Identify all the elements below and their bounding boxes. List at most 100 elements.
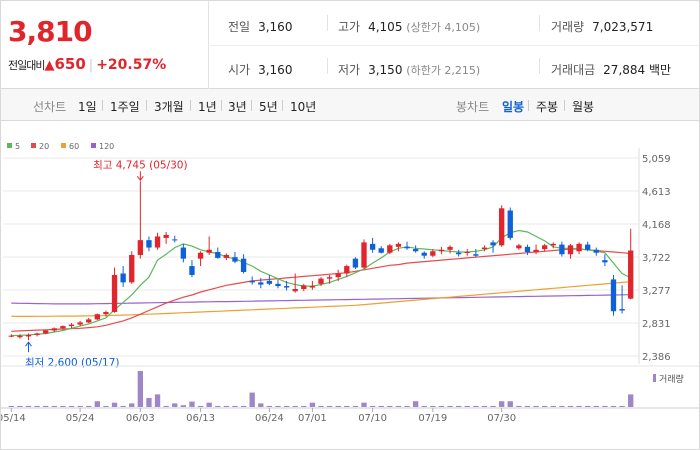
y-tick-label: 3,722 bbox=[642, 253, 671, 264]
x-tick-label: 06/13 bbox=[186, 413, 215, 424]
candle-body bbox=[292, 289, 298, 292]
period-monthly[interactable]: 월봉 bbox=[572, 100, 595, 114]
candle-body bbox=[567, 245, 574, 255]
candle-body bbox=[369, 243, 376, 250]
candle-body bbox=[619, 309, 625, 311]
high-annotation: 최고 4,745 (05/30) bbox=[93, 159, 188, 171]
candle-body bbox=[447, 246, 453, 250]
candle-body bbox=[498, 208, 505, 246]
candle-body bbox=[576, 243, 582, 252]
candle-body bbox=[387, 245, 393, 253]
volume-bar bbox=[507, 401, 513, 407]
period-1d[interactable]: 1일 bbox=[78, 100, 97, 114]
period-3m[interactable]: 3개월 bbox=[154, 100, 184, 114]
candle-body bbox=[455, 252, 462, 255]
candle-body bbox=[163, 234, 169, 238]
volume-bar bbox=[559, 405, 565, 407]
volume-bar bbox=[51, 405, 57, 407]
period-daily[interactable]: 일봉 bbox=[502, 100, 525, 114]
volume-bar bbox=[215, 405, 221, 407]
x-tick-label: 05/24 bbox=[66, 413, 95, 424]
period-5y[interactable]: 5년 bbox=[259, 100, 278, 114]
candle-body bbox=[275, 283, 281, 287]
ma120-line bbox=[11, 294, 631, 305]
candle-body bbox=[309, 286, 316, 288]
period-1w[interactable]: 1주일 bbox=[110, 100, 140, 114]
volume-bar bbox=[421, 405, 427, 407]
lower-limit: (하한가 2,215) bbox=[406, 64, 481, 77]
candle-body bbox=[395, 243, 402, 247]
amount-value: 27,884 bbox=[603, 63, 646, 77]
candle-body bbox=[240, 258, 247, 272]
candle-body bbox=[146, 240, 152, 248]
volume-bar bbox=[283, 405, 290, 407]
legend-label-ma120: 120 bbox=[99, 142, 114, 151]
period-3y[interactable]: 3년 bbox=[228, 100, 247, 114]
volume-bar bbox=[550, 405, 556, 407]
candle-body bbox=[86, 319, 92, 323]
candle-body bbox=[602, 260, 608, 263]
candle-body bbox=[593, 249, 599, 253]
candle-body bbox=[481, 247, 488, 250]
candle-body bbox=[68, 324, 75, 327]
volume-bar bbox=[172, 403, 178, 407]
amount-unit: 백만 bbox=[649, 63, 672, 77]
change-percent: +20.57% bbox=[96, 57, 167, 73]
change-row: 전일대비▲650 | +20.57% bbox=[8, 55, 166, 73]
volume-bar bbox=[567, 405, 574, 407]
volume-bar bbox=[490, 405, 496, 407]
volume-bar bbox=[344, 405, 350, 407]
volume-bar bbox=[154, 394, 161, 407]
amount-label: 거래대금 bbox=[551, 63, 596, 77]
candle-body bbox=[404, 246, 410, 249]
volume-bar bbox=[481, 405, 488, 407]
separator bbox=[146, 100, 147, 111]
volume-bar bbox=[619, 405, 625, 407]
divider bbox=[539, 15, 540, 31]
high-value: 4,105 bbox=[368, 20, 403, 34]
volume-bar bbox=[94, 401, 100, 407]
volume-bar bbox=[309, 402, 316, 407]
volume-bar bbox=[197, 405, 204, 407]
volume-bar bbox=[352, 405, 359, 407]
volume-bar bbox=[438, 405, 445, 407]
y-tick-label: 2,386 bbox=[642, 352, 671, 363]
separator bbox=[528, 100, 529, 111]
volume-bar bbox=[163, 405, 169, 407]
candle-body bbox=[154, 236, 161, 248]
candle-body bbox=[473, 254, 479, 256]
candle-body bbox=[215, 252, 221, 258]
y-tick-label: 4,168 bbox=[642, 220, 671, 231]
legend-label-ma60: 60 bbox=[69, 142, 79, 151]
candle-body bbox=[490, 242, 496, 246]
candle-body bbox=[232, 257, 238, 262]
volume-bar bbox=[585, 405, 591, 407]
volume-info: 거래량 7,023,571 bbox=[551, 18, 653, 35]
low-arrow-icon bbox=[25, 341, 32, 347]
separator bbox=[282, 100, 283, 111]
legend-label-ma20: 20 bbox=[39, 142, 49, 151]
change-value: 650 bbox=[54, 55, 86, 73]
x-tick-label: 06/03 bbox=[126, 413, 155, 424]
volume-bar bbox=[129, 403, 135, 407]
candle-body bbox=[464, 252, 470, 253]
period-1y[interactable]: 1년 bbox=[198, 100, 217, 114]
candle-body bbox=[94, 314, 100, 320]
candle-body bbox=[172, 239, 178, 241]
candle-body bbox=[25, 334, 32, 337]
candle-body bbox=[17, 335, 23, 338]
legend-swatch bbox=[91, 143, 96, 148]
legend-label-ma5: 5 bbox=[15, 142, 20, 151]
legend-swatch bbox=[61, 143, 66, 148]
volume-bar bbox=[60, 405, 66, 407]
candle-body bbox=[352, 258, 359, 268]
y-tick-label: 3,277 bbox=[642, 286, 671, 297]
volume-bar bbox=[378, 405, 384, 407]
y-tick-label: 4,613 bbox=[642, 187, 671, 198]
row-divider bbox=[210, 45, 699, 46]
candle-body bbox=[206, 249, 212, 253]
period-weekly[interactable]: 주봉 bbox=[536, 100, 559, 114]
period-10y[interactable]: 10년 bbox=[290, 100, 317, 114]
volume-bar bbox=[120, 405, 126, 407]
